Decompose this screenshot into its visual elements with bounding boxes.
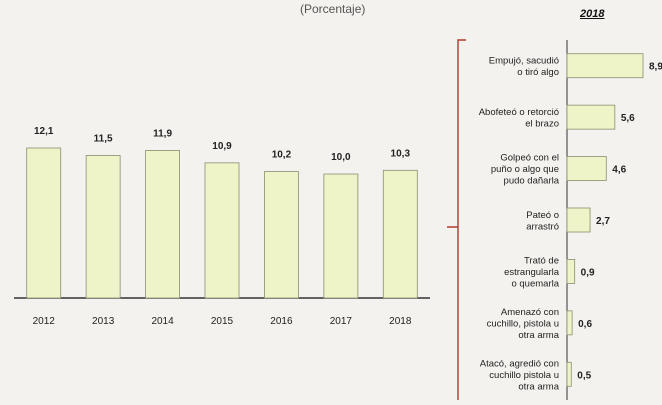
x-tick-label-2017: 2017 [330, 316, 353, 327]
category-label-5-0: Amenazó con [501, 307, 559, 318]
bar-value-label-2015: 10,9 [212, 141, 232, 152]
hbar-value-label-1: 5,6 [621, 113, 635, 124]
category-label-4-1: estrangularla [504, 267, 560, 278]
panel-year-label: 2018 [580, 8, 605, 20]
hbar-0 [566, 53, 644, 79]
hbar-3 [566, 207, 591, 233]
hbar-4 [566, 259, 576, 284]
category-label-2-2: pudo dañarla [504, 176, 560, 187]
bar-value-label-2017: 10,0 [331, 152, 351, 163]
hbar-value-label-4: 0,9 [581, 267, 595, 278]
category-label-6-2: otra arma [518, 381, 559, 392]
bar-value-label-2018: 10,3 [391, 148, 411, 159]
x-tick-label-2012: 2012 [33, 316, 56, 327]
category-label-5-1: cuchillo, pistola u [487, 318, 559, 329]
category-label-2-1: puño o algo que [491, 164, 559, 175]
hbar-value-label-6: 0,5 [577, 370, 591, 381]
x-tick-label-2014: 2014 [151, 316, 174, 327]
category-label-1-0: Abofeteó o retorció [479, 107, 559, 118]
hbar-6 [566, 361, 572, 387]
hbar-5 [566, 310, 573, 336]
hbar-value-label-0: 8,9 [649, 62, 662, 73]
hbar-value-label-2: 4,6 [612, 165, 626, 176]
chart-subtitle: (Porcentaje) [300, 2, 366, 16]
hbar-1 [566, 104, 616, 130]
category-label-0-0: Empujó, sacudió [489, 55, 559, 66]
bar-2014 [145, 150, 180, 299]
hbar-value-label-5: 0,6 [578, 319, 592, 330]
category-label-0-1: o tiró algo [517, 67, 559, 78]
category-label-3-1: arrastró [526, 221, 559, 232]
bar-2016 [264, 171, 299, 299]
bar-2018 [382, 169, 418, 299]
category-label-1-1: el brazo [525, 118, 559, 129]
bar-2013 [85, 155, 121, 299]
x-tick-label-2016: 2016 [270, 316, 293, 327]
x-tick-label-2013: 2013 [92, 316, 115, 327]
x-tick-label-2015: 2015 [211, 316, 234, 327]
category-label-4-2: o quemarla [511, 278, 559, 289]
hbar-2 [566, 156, 607, 181]
connector-brace [447, 39, 466, 400]
bar-2017 [323, 173, 359, 299]
category-label-4-0: Trató de [524, 255, 559, 266]
bar-value-label-2012: 12,1 [34, 126, 54, 137]
hbar-value-label-3: 2,7 [596, 216, 610, 227]
category-label-2-0: Golpeó con el [500, 153, 559, 164]
category-label-6-0: Atacó, agredió con [480, 358, 559, 369]
category-label-5-2: otra arma [518, 330, 559, 341]
x-tick-label-2018: 2018 [389, 316, 412, 327]
bar-2012 [26, 147, 62, 299]
bar-value-label-2013: 11,5 [94, 133, 113, 144]
bar-2015 [204, 162, 240, 299]
bar-value-label-2014: 11,9 [153, 128, 172, 139]
category-label-3-0: Pateó o [526, 210, 559, 221]
category-label-6-1: cuchillo pistola u [489, 370, 559, 381]
bar-value-label-2016: 10,2 [272, 150, 292, 161]
